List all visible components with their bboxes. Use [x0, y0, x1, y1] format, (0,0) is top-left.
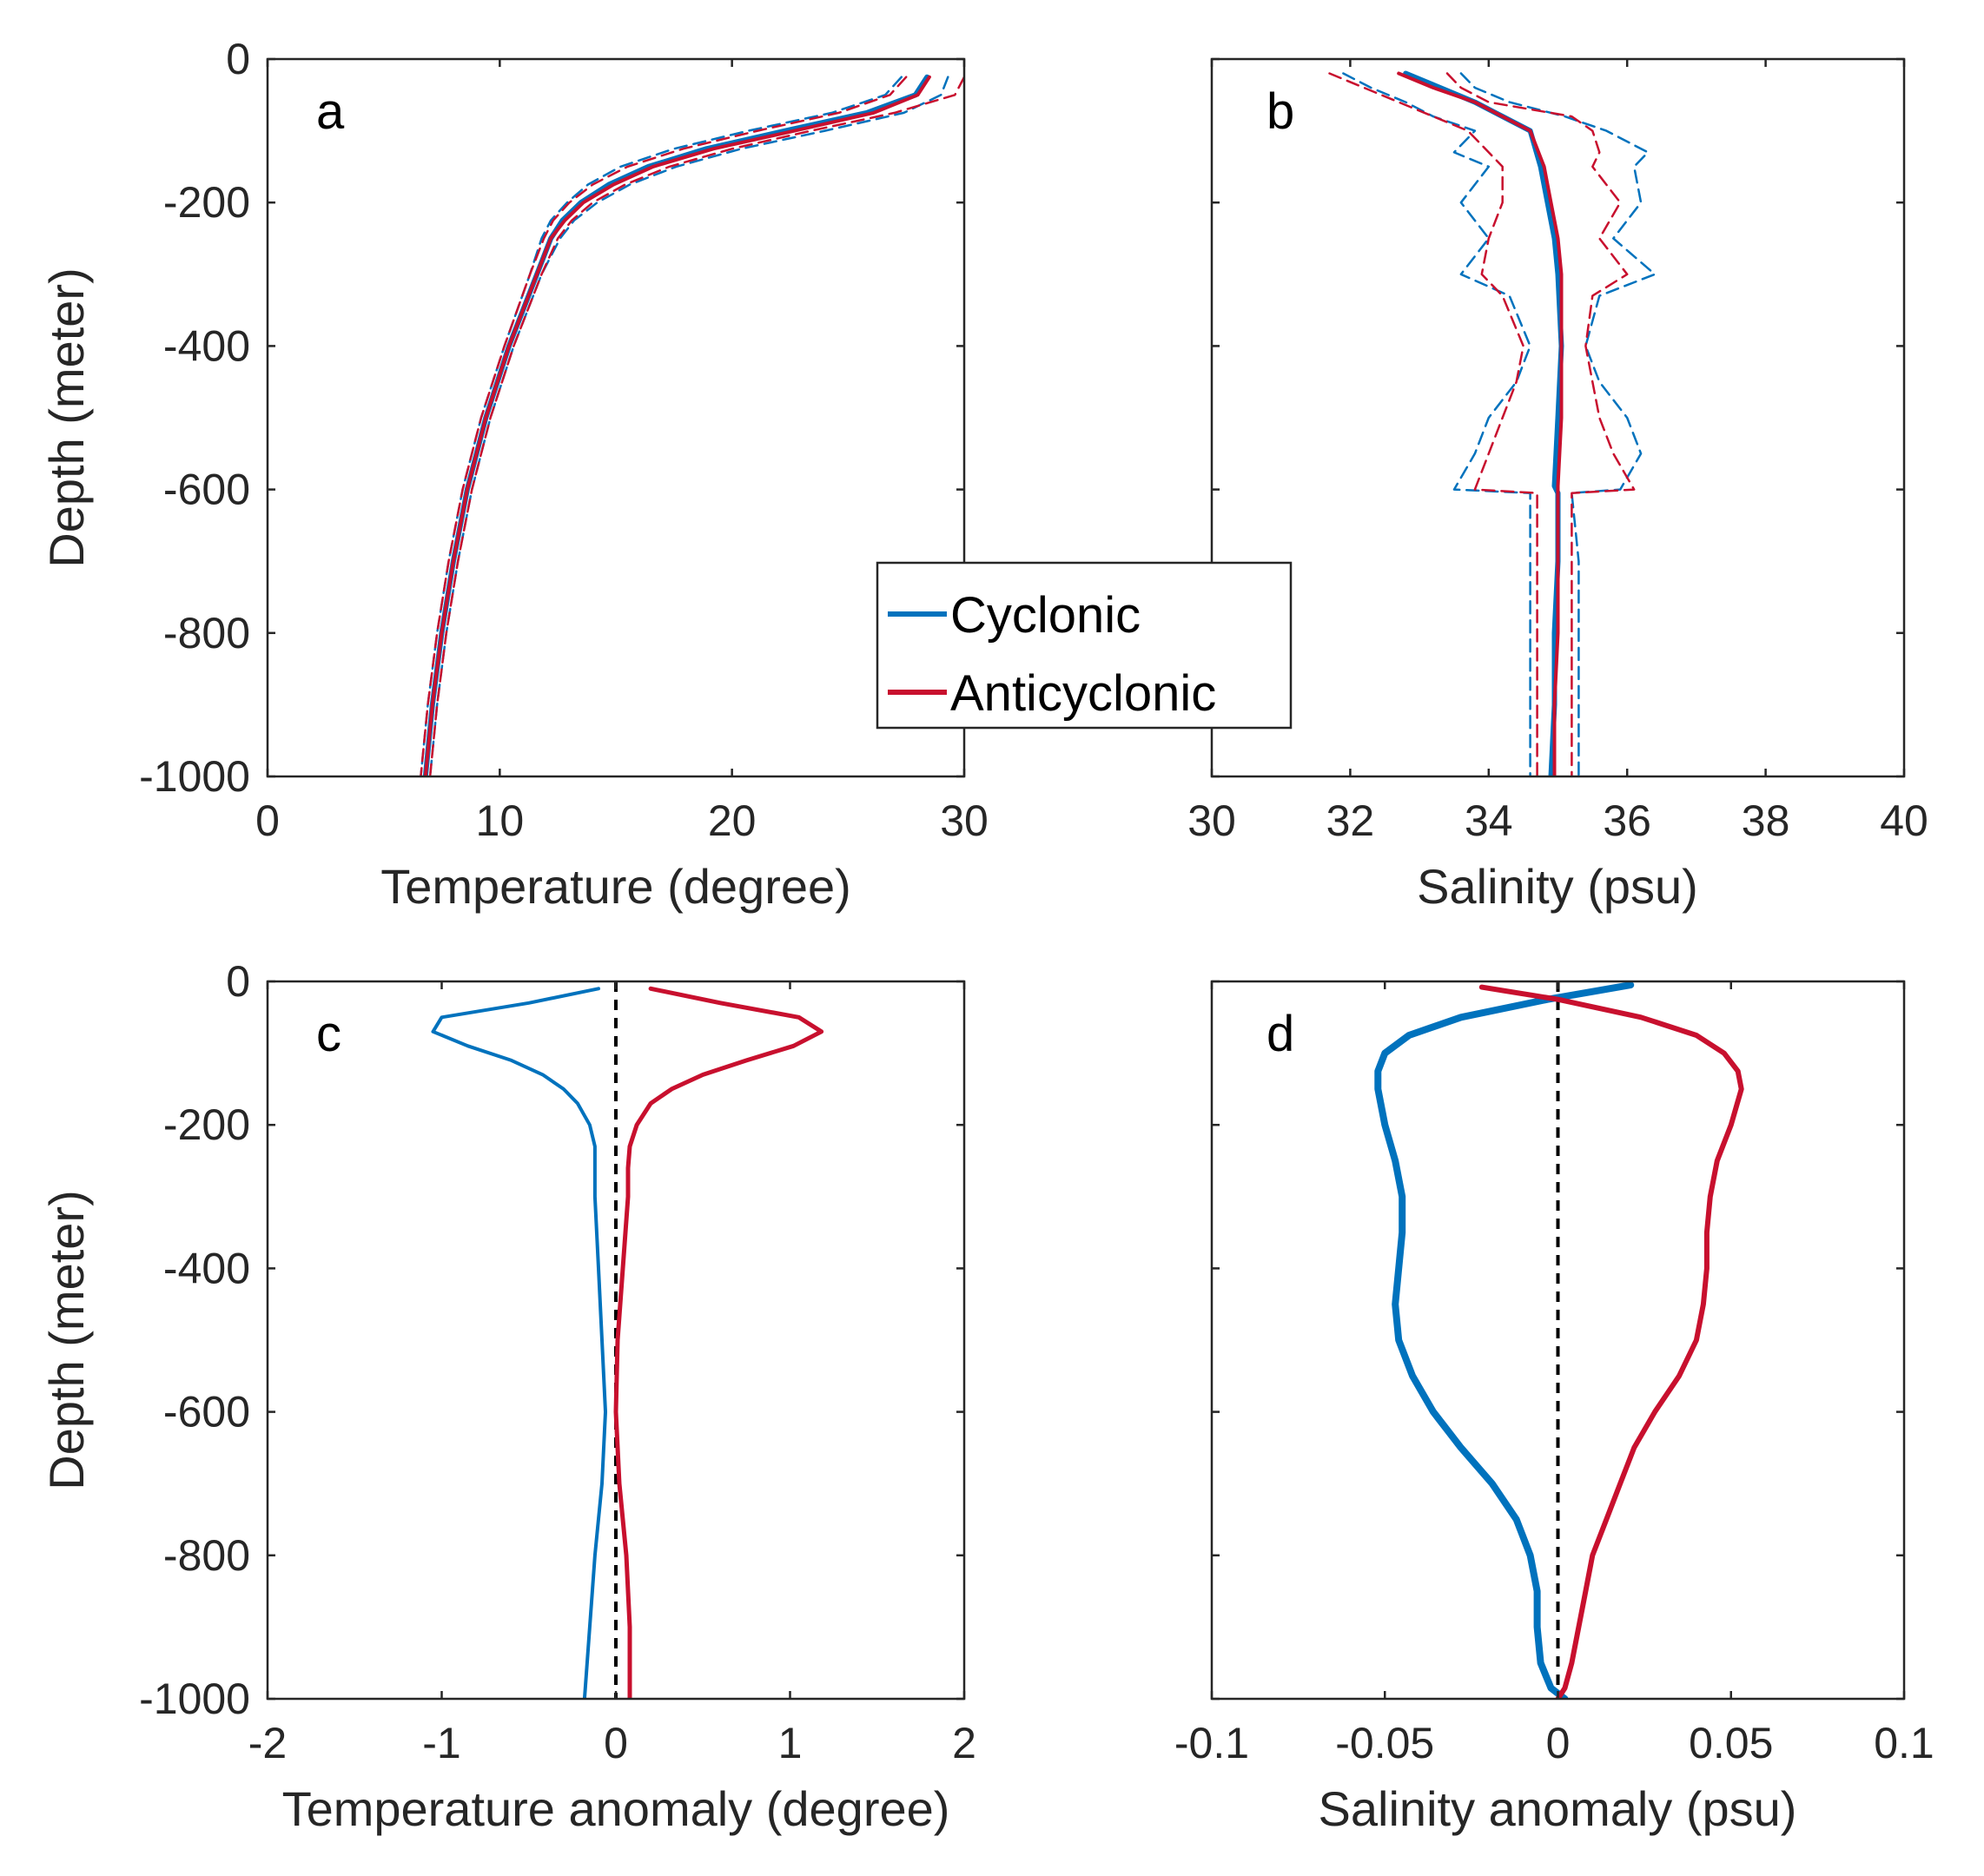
panel-a-series-anticyclonic-mean: [423, 75, 931, 776]
panel-a: 0 10 20 30 0 -200 -400 -600 -800 -1000 a Temperat…: [39, 35, 989, 914]
panel-a-y-tick-label: -1000: [139, 752, 250, 801]
panel-b-x-tick-label: 40: [1880, 796, 1928, 845]
panel-b-series: [1328, 70, 1657, 776]
panel-a-series-anticyclonic-upper-bound: [428, 76, 964, 776]
panel-c-y-tick-label: 0: [226, 957, 250, 1006]
panel-a-y-tick-label: 0: [226, 35, 250, 83]
panel-a-x-tick-label: 10: [476, 796, 525, 845]
panel-d-x-tick-label: 0.05: [1689, 1719, 1773, 1767]
panel-d-x-tick-label: 0: [1546, 1719, 1571, 1767]
panel-d-label: d: [1266, 1006, 1294, 1062]
legend-label-cyclonic: Cyclonic: [950, 587, 1141, 644]
panel-d-series: [1374, 981, 1744, 1699]
panel-c-series-cyclonic: [431, 987, 607, 1699]
panel-b-series-anticyclonic-lower-bound: [1328, 72, 1538, 776]
panel-d-x-tick-label: -0.1: [1174, 1719, 1249, 1767]
panel-a-x-tick-label: 20: [708, 796, 757, 845]
panel-c-y-tick-label: -600: [163, 1388, 250, 1437]
panel-b-x-tick-label: 38: [1742, 796, 1790, 845]
panel-b-x-tick-label: 36: [1603, 796, 1651, 845]
panel-c-x-tick-label: 0: [604, 1719, 628, 1767]
panel-b-axes-box: [1210, 57, 1906, 778]
panel-a-x-axis-title: Temperature (degree): [380, 859, 851, 914]
panel-b-ticks: 30 32 34 36 38 40: [1187, 57, 1928, 845]
panel-b-x-tick-label: 30: [1187, 796, 1236, 845]
panel-d-x-axis-title: Salinity anomaly (psu): [1319, 1781, 1797, 1836]
panel-a-series-cyclonic-upper-bound: [428, 76, 949, 776]
panel-d-series-anticyclonic: [1478, 984, 1744, 1699]
panel-a-y-tick-label: -600: [163, 466, 250, 514]
panel-b-x-tick-label: 32: [1326, 796, 1375, 845]
panel-b-series-anticyclonic-mean: [1397, 71, 1564, 776]
panel-c-y-tick-label: -800: [163, 1531, 250, 1580]
panel-a-axes-box: [266, 57, 966, 778]
panel-a-series: [420, 74, 964, 776]
panel-c-ticks: -2 -1 0 1 2 0 -200 -400 -600 -800 -1000: [139, 957, 976, 1767]
legend-label-anticyclonic: Anticyclonic: [950, 665, 1216, 722]
panel-b: 30 32 34 36 38 40 b Salinity (psu): [1187, 57, 1928, 914]
panel-c-y-tick-label: -200: [163, 1100, 250, 1149]
panel-b-series-anticyclonic-upper-bound: [1445, 72, 1636, 776]
panel-c-x-tick-label: 2: [952, 1719, 976, 1767]
panel-c-x-axis-title: Temperature anomaly (degree): [282, 1781, 950, 1836]
panel-a-x-tick-label: 0: [255, 796, 280, 845]
panel-b-label: b: [1266, 83, 1294, 140]
panel-a-ticks: 0 10 20 30 0 -200 -400 -600 -800 -1000: [139, 35, 989, 845]
panel-a-y-axis-title: Depth (meter): [39, 268, 94, 567]
panel-d-x-tick-label: 0.1: [1874, 1719, 1934, 1767]
legend: Cyclonic Anticyclonic: [876, 561, 1293, 730]
panel-a-y-tick-label: -400: [163, 321, 250, 370]
panel-a-label: a: [316, 83, 345, 140]
panel-a-y-tick-label: -200: [163, 178, 250, 227]
panel-d-series-cyclonic: [1374, 981, 1635, 1699]
panel-c-x-tick-label: -1: [422, 1719, 460, 1767]
panel-c-y-axis-title: Depth (meter): [39, 1190, 94, 1490]
panel-a-series-cyclonic-lower-bound: [420, 76, 903, 776]
panel-c-series: [431, 981, 824, 1699]
panel-d-ticks: -0.1 -0.05 0 0.05 0.1: [1174, 980, 1934, 1767]
panel-c-x-tick-label: -2: [248, 1719, 287, 1767]
panel-c-x-tick-label: 1: [778, 1719, 803, 1767]
panel-c-label: c: [316, 1006, 341, 1062]
panel-d: -0.1 -0.05 0 0.05 0.1 d Salinity anomaly (ps…: [1174, 980, 1934, 1836]
panel-a-y-tick-label: -800: [163, 609, 250, 657]
panel-c-y-tick-label: -400: [163, 1244, 250, 1292]
panel-c-series-anticyclonic: [613, 986, 824, 1699]
panel-b-x-axis-title: Salinity (psu): [1417, 859, 1698, 914]
panel-c-y-tick-label: -1000: [139, 1675, 250, 1723]
panel-c: -2 -1 0 1 2 0 -200 -400 -600 -800 -1000 c Temperat…: [39, 957, 976, 1836]
panel-a-x-tick-label: 30: [940, 796, 989, 845]
legend-box: [876, 561, 1293, 730]
panel-b-x-tick-label: 34: [1465, 796, 1513, 845]
panel-d-x-tick-label: -0.05: [1335, 1719, 1434, 1767]
